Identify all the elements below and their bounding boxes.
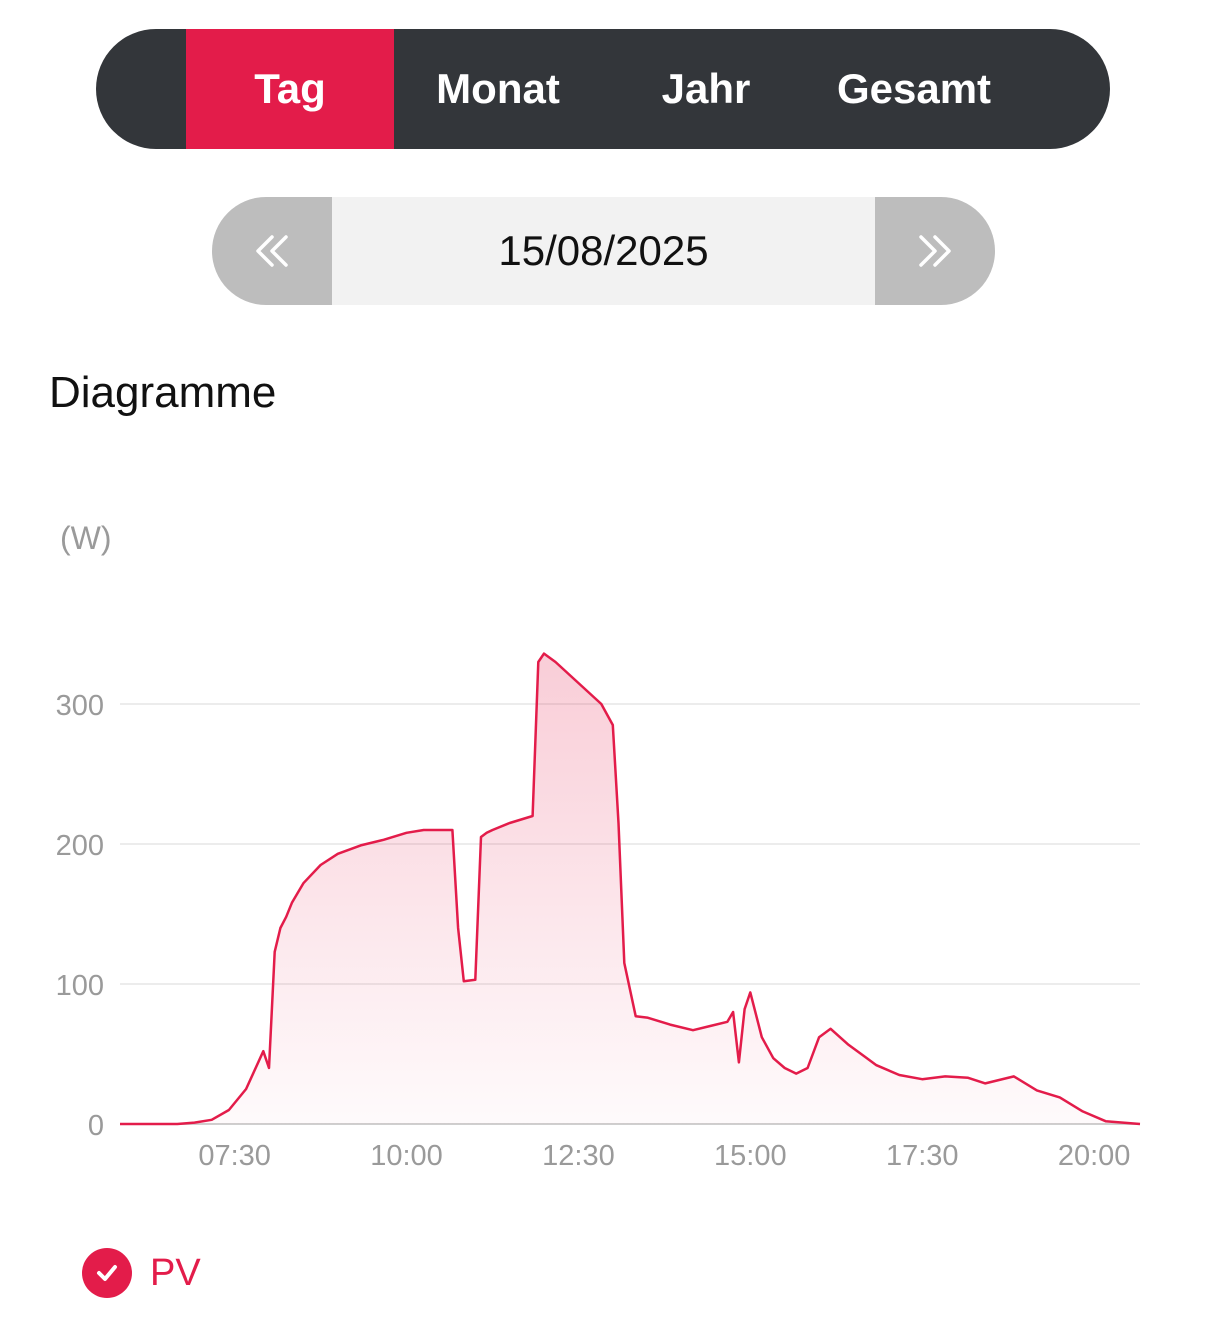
- pv-series-area: [120, 653, 1140, 1124]
- tab-day-label: Tag: [254, 65, 326, 112]
- x-tick-label: 15:00: [714, 1140, 787, 1172]
- section-title: Diagramme: [49, 368, 277, 417]
- check-circle-icon: [82, 1248, 132, 1298]
- period-segmented-control: Tag Monat Jahr Gesamt: [96, 29, 1110, 149]
- double-chevron-right-icon: [919, 235, 951, 267]
- legend-item-pv[interactable]: PV: [82, 1248, 201, 1298]
- x-tick-label: 20:00: [1058, 1140, 1131, 1172]
- x-tick-label: 10:00: [370, 1140, 443, 1172]
- y-tick-label: 0: [88, 1110, 104, 1142]
- date-navigator: 15/08/2025: [212, 197, 995, 305]
- legend-label: PV: [150, 1251, 201, 1294]
- pv-series-line: [120, 652, 1141, 1126]
- tab-total[interactable]: Gesamt: [810, 29, 1018, 149]
- x-tick-label: 07:30: [198, 1140, 271, 1172]
- pv-power-chart: 0 100 200 300 07:30 10:00 12:30 15:00 17:30 20:0…: [56, 652, 1141, 1172]
- tab-month[interactable]: Monat: [394, 29, 602, 149]
- tab-month-label: Monat: [436, 65, 560, 112]
- y-tick-label: 300: [56, 690, 104, 722]
- x-tick-label: 12:30: [542, 1140, 615, 1172]
- selected-date[interactable]: 15/08/2025: [498, 227, 709, 274]
- y-tick-label: 100: [56, 970, 104, 1002]
- x-tick-label: 17:30: [886, 1140, 959, 1172]
- y-axis-unit-label: (W): [60, 520, 112, 556]
- tab-year-label: Jahr: [661, 65, 751, 112]
- next-day-button[interactable]: [875, 197, 995, 305]
- tab-total-label: Gesamt: [836, 65, 992, 112]
- tab-day[interactable]: Tag: [186, 29, 394, 149]
- tab-year[interactable]: Jahr: [602, 29, 810, 149]
- double-chevron-left-icon: [256, 235, 288, 267]
- y-tick-label: 200: [56, 830, 104, 862]
- previous-day-button[interactable]: [212, 197, 332, 305]
